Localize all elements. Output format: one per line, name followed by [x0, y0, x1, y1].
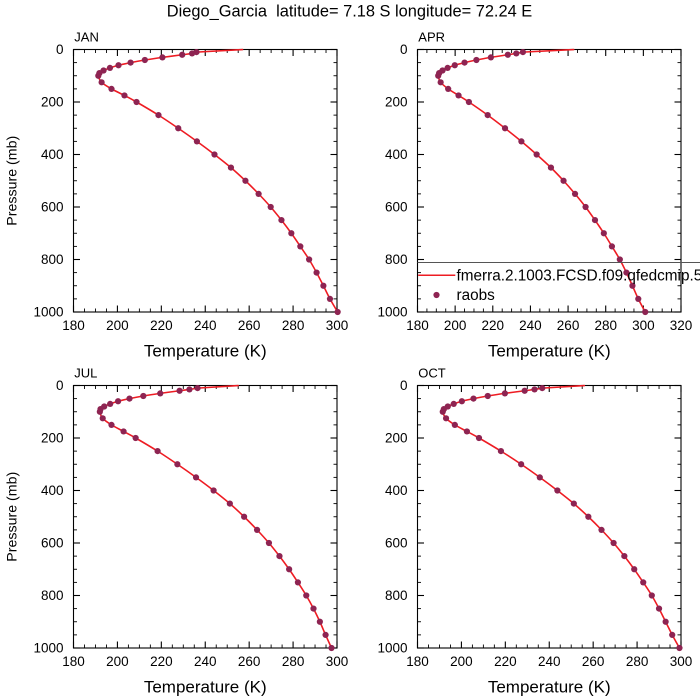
svg-text:1000: 1000 — [377, 641, 407, 656]
svg-text:1000: 1000 — [33, 641, 63, 656]
svg-text:200: 200 — [444, 318, 467, 333]
svg-text:600: 600 — [385, 200, 408, 215]
svg-text:Temperature (K): Temperature (K) — [488, 678, 611, 697]
svg-text:300: 300 — [326, 318, 349, 333]
svg-text:JAN: JAN — [74, 29, 99, 44]
svg-text:400: 400 — [385, 147, 408, 162]
svg-text:280: 280 — [282, 318, 305, 333]
svg-text:180: 180 — [62, 318, 85, 333]
svg-text:600: 600 — [41, 536, 64, 551]
svg-text:0: 0 — [400, 42, 408, 57]
svg-text:260: 260 — [582, 654, 605, 669]
svg-text:200: 200 — [106, 654, 129, 669]
svg-text:220: 220 — [150, 318, 173, 333]
svg-text:280: 280 — [594, 318, 617, 333]
svg-text:220: 220 — [150, 654, 173, 669]
svg-text:220: 220 — [494, 654, 517, 669]
svg-text:200: 200 — [450, 654, 473, 669]
svg-text:240: 240 — [194, 654, 217, 669]
svg-text:300: 300 — [326, 654, 349, 669]
svg-text:Temperature (K): Temperature (K) — [144, 678, 267, 697]
svg-text:Pressure (mb): Pressure (mb) — [5, 472, 21, 562]
svg-text:260: 260 — [238, 318, 261, 333]
svg-text:320: 320 — [670, 318, 693, 333]
svg-text:800: 800 — [385, 252, 408, 267]
svg-text:220: 220 — [482, 318, 505, 333]
svg-text:APR: APR — [418, 29, 445, 44]
svg-text:0: 0 — [400, 378, 408, 393]
svg-text:200: 200 — [385, 95, 408, 110]
svg-text:280: 280 — [626, 654, 649, 669]
svg-text:Temperature (K): Temperature (K) — [144, 342, 267, 361]
svg-text:240: 240 — [194, 318, 217, 333]
svg-text:1000: 1000 — [377, 305, 407, 320]
svg-text:0: 0 — [56, 378, 64, 393]
svg-text:800: 800 — [41, 252, 64, 267]
svg-text:0: 0 — [56, 42, 64, 57]
svg-text:raobs: raobs — [457, 287, 496, 304]
svg-text:260: 260 — [557, 318, 580, 333]
svg-text:800: 800 — [41, 588, 64, 603]
svg-text:400: 400 — [385, 483, 408, 498]
svg-text:OCT: OCT — [418, 365, 446, 380]
svg-text:240: 240 — [519, 318, 542, 333]
svg-text:fmerra.2.1003.FCSD.f09.qfedcmi: fmerra.2.1003.FCSD.f09.qfedcmip.56L.00 — [457, 267, 700, 284]
svg-text:200: 200 — [41, 95, 64, 110]
svg-text:300: 300 — [632, 318, 655, 333]
svg-text:JUL: JUL — [74, 365, 97, 380]
svg-text:400: 400 — [41, 483, 64, 498]
svg-text:Pressure (mb): Pressure (mb) — [5, 136, 21, 226]
svg-text:600: 600 — [41, 200, 64, 215]
svg-text:200: 200 — [41, 431, 64, 446]
svg-text:300: 300 — [670, 654, 693, 669]
svg-text:180: 180 — [406, 654, 429, 669]
svg-text:Temperature (K): Temperature (K) — [488, 342, 611, 361]
svg-text:Diego_Garcia latitude= 7.18 S: Diego_Garcia latitude= 7.18 S longitude=… — [167, 3, 532, 21]
svg-text:600: 600 — [385, 536, 408, 551]
svg-text:200: 200 — [106, 318, 129, 333]
svg-text:180: 180 — [406, 318, 429, 333]
svg-text:280: 280 — [282, 654, 305, 669]
svg-text:1000: 1000 — [33, 305, 63, 320]
svg-text:400: 400 — [41, 147, 64, 162]
svg-text:200: 200 — [385, 431, 408, 446]
svg-text:240: 240 — [538, 654, 561, 669]
svg-text:180: 180 — [62, 654, 85, 669]
svg-text:260: 260 — [238, 654, 261, 669]
svg-text:800: 800 — [385, 588, 408, 603]
